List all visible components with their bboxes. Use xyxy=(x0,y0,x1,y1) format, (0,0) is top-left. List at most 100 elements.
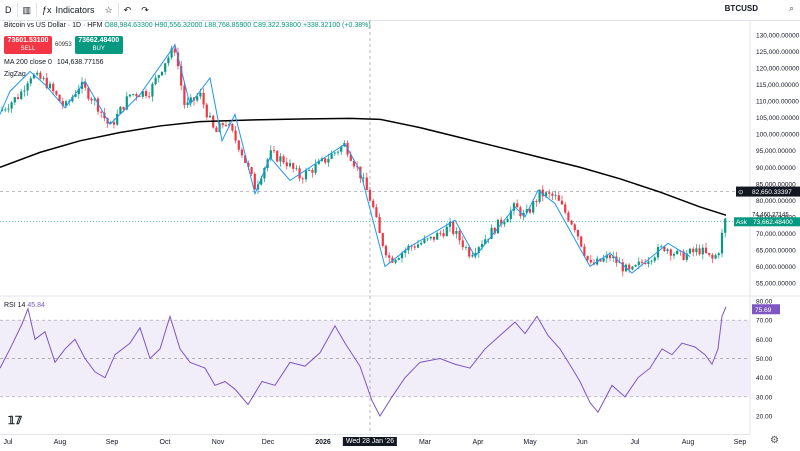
toolbar-divider xyxy=(117,3,119,17)
candle-body xyxy=(71,96,74,102)
ma-price-marker: 74,460.27145 xyxy=(752,213,789,219)
candle-body xyxy=(180,66,183,86)
candle-body xyxy=(295,168,298,170)
candle-body xyxy=(458,230,461,241)
rsi-axis-label: 30.00 xyxy=(756,394,773,401)
rsi-axis-label: 80.00 xyxy=(756,299,773,306)
toolbar-divider xyxy=(36,3,38,17)
rsi-axis-label: 20.00 xyxy=(756,414,773,421)
rsi-value: 45.84 xyxy=(27,302,45,309)
price-axis-label: 125,000.00000 xyxy=(756,49,800,56)
time-axis-label: Mar xyxy=(418,439,432,446)
candle-body xyxy=(528,209,532,213)
candle-body xyxy=(672,254,676,256)
time-axis-label: Nov xyxy=(211,439,225,446)
indicators-button[interactable]: ƒx Indicators xyxy=(37,0,100,20)
rsi-legend[interactable]: RSI 14 45.84 xyxy=(4,302,45,309)
candle-body xyxy=(253,173,256,190)
candle-body xyxy=(48,83,52,89)
candle-body xyxy=(90,98,93,101)
time-axis-label: Jun xyxy=(576,439,588,446)
time-axis-label: Dec xyxy=(261,439,275,446)
candle-body xyxy=(237,140,240,150)
candle-body xyxy=(74,94,77,97)
candle-body xyxy=(16,97,20,99)
candle-body xyxy=(461,240,464,248)
candle-body xyxy=(484,239,487,245)
candle-body xyxy=(144,91,148,97)
candle-body xyxy=(231,124,234,131)
time-axis-label: Jul xyxy=(3,439,13,446)
candle-body xyxy=(116,113,119,125)
candle-body xyxy=(362,177,365,179)
candle-body xyxy=(535,201,538,202)
candle-body xyxy=(423,238,426,243)
candle-body xyxy=(720,232,724,254)
time-axis-label: Sep xyxy=(105,439,119,446)
redo-button[interactable]: ↷ xyxy=(136,0,154,20)
candle-body xyxy=(186,102,189,106)
candle-body xyxy=(304,170,308,180)
sell-button[interactable]: 73601.53100 SELL xyxy=(4,36,52,54)
open-value: O88,984.63300 xyxy=(104,22,153,29)
buy-price: 73662.48400 xyxy=(78,37,120,44)
toolbar-divider xyxy=(16,3,18,17)
interval-button[interactable]: D xyxy=(5,5,12,15)
candle-body xyxy=(170,48,173,58)
candle-body xyxy=(551,193,554,196)
candle-body xyxy=(221,123,224,126)
price-axis-label: 115,000.00000 xyxy=(756,82,799,89)
candle-body xyxy=(500,219,503,225)
candle-body xyxy=(381,233,384,246)
candle-body xyxy=(215,127,218,133)
search-icon[interactable]: ⌕ xyxy=(788,3,794,13)
candle-body xyxy=(208,115,212,118)
candle-body xyxy=(548,192,551,194)
price-axis-label: 95,000.00000 xyxy=(756,148,796,155)
candle-body xyxy=(157,75,160,78)
candle-style-button[interactable]: ▥ xyxy=(18,0,37,20)
favorites-button[interactable]: ☆ xyxy=(100,0,118,20)
time-axis[interactable]: Jul Aug Sep Oct Nov Dec 2026 Mar Apr May Jun Jul Aug… xyxy=(0,434,750,451)
candle-body xyxy=(196,96,199,101)
candle-body xyxy=(676,250,679,255)
candle-body xyxy=(666,249,669,252)
candle-body xyxy=(77,88,80,95)
price-axis-label: 110,000.00000 xyxy=(756,99,799,106)
gear-icon[interactable]: ⚙ xyxy=(770,435,779,446)
candle-body xyxy=(42,77,45,79)
zigzag-line xyxy=(0,43,691,274)
candle-body xyxy=(224,125,228,126)
candle-body xyxy=(340,146,343,152)
candle-body xyxy=(32,74,36,79)
candle-body xyxy=(272,150,276,152)
candle-body xyxy=(36,72,39,75)
candle-body xyxy=(532,201,535,213)
sell-label: SELL xyxy=(20,46,36,52)
candle-body xyxy=(138,96,141,98)
candle-body xyxy=(605,255,608,259)
candle-body xyxy=(554,195,557,197)
change-value: +338.32100 (+0.38%) xyxy=(302,22,371,29)
buy-button[interactable]: 73662.48400 BUY xyxy=(74,36,123,54)
undo-button[interactable]: ↶ xyxy=(119,0,137,20)
candle-body xyxy=(538,189,541,202)
candle-body xyxy=(490,227,493,239)
rsi-axis-label: 60.00 xyxy=(756,337,773,344)
rsi-line xyxy=(0,306,727,418)
zigzag-legend[interactable]: ZigZag xyxy=(4,71,26,78)
candle-body xyxy=(445,226,448,237)
candle-body xyxy=(621,262,624,272)
candle-body xyxy=(202,92,205,105)
ma-legend[interactable]: MA 200 close 0 104,638.77156 xyxy=(4,59,104,66)
candle-body xyxy=(279,156,282,162)
price-axis-label: 100,000.00000 xyxy=(756,132,800,139)
symbol-label[interactable]: BTCUSD xyxy=(724,4,758,13)
series-title[interactable]: Bitcoin vs US Dollar · 1D · HFM xyxy=(4,22,103,29)
candle-body xyxy=(525,209,528,213)
price-axis-label: 60,000.00000 xyxy=(756,264,796,271)
candle-body xyxy=(660,246,663,248)
indicators-icon: ƒx xyxy=(42,5,52,15)
candle-body xyxy=(400,252,404,259)
